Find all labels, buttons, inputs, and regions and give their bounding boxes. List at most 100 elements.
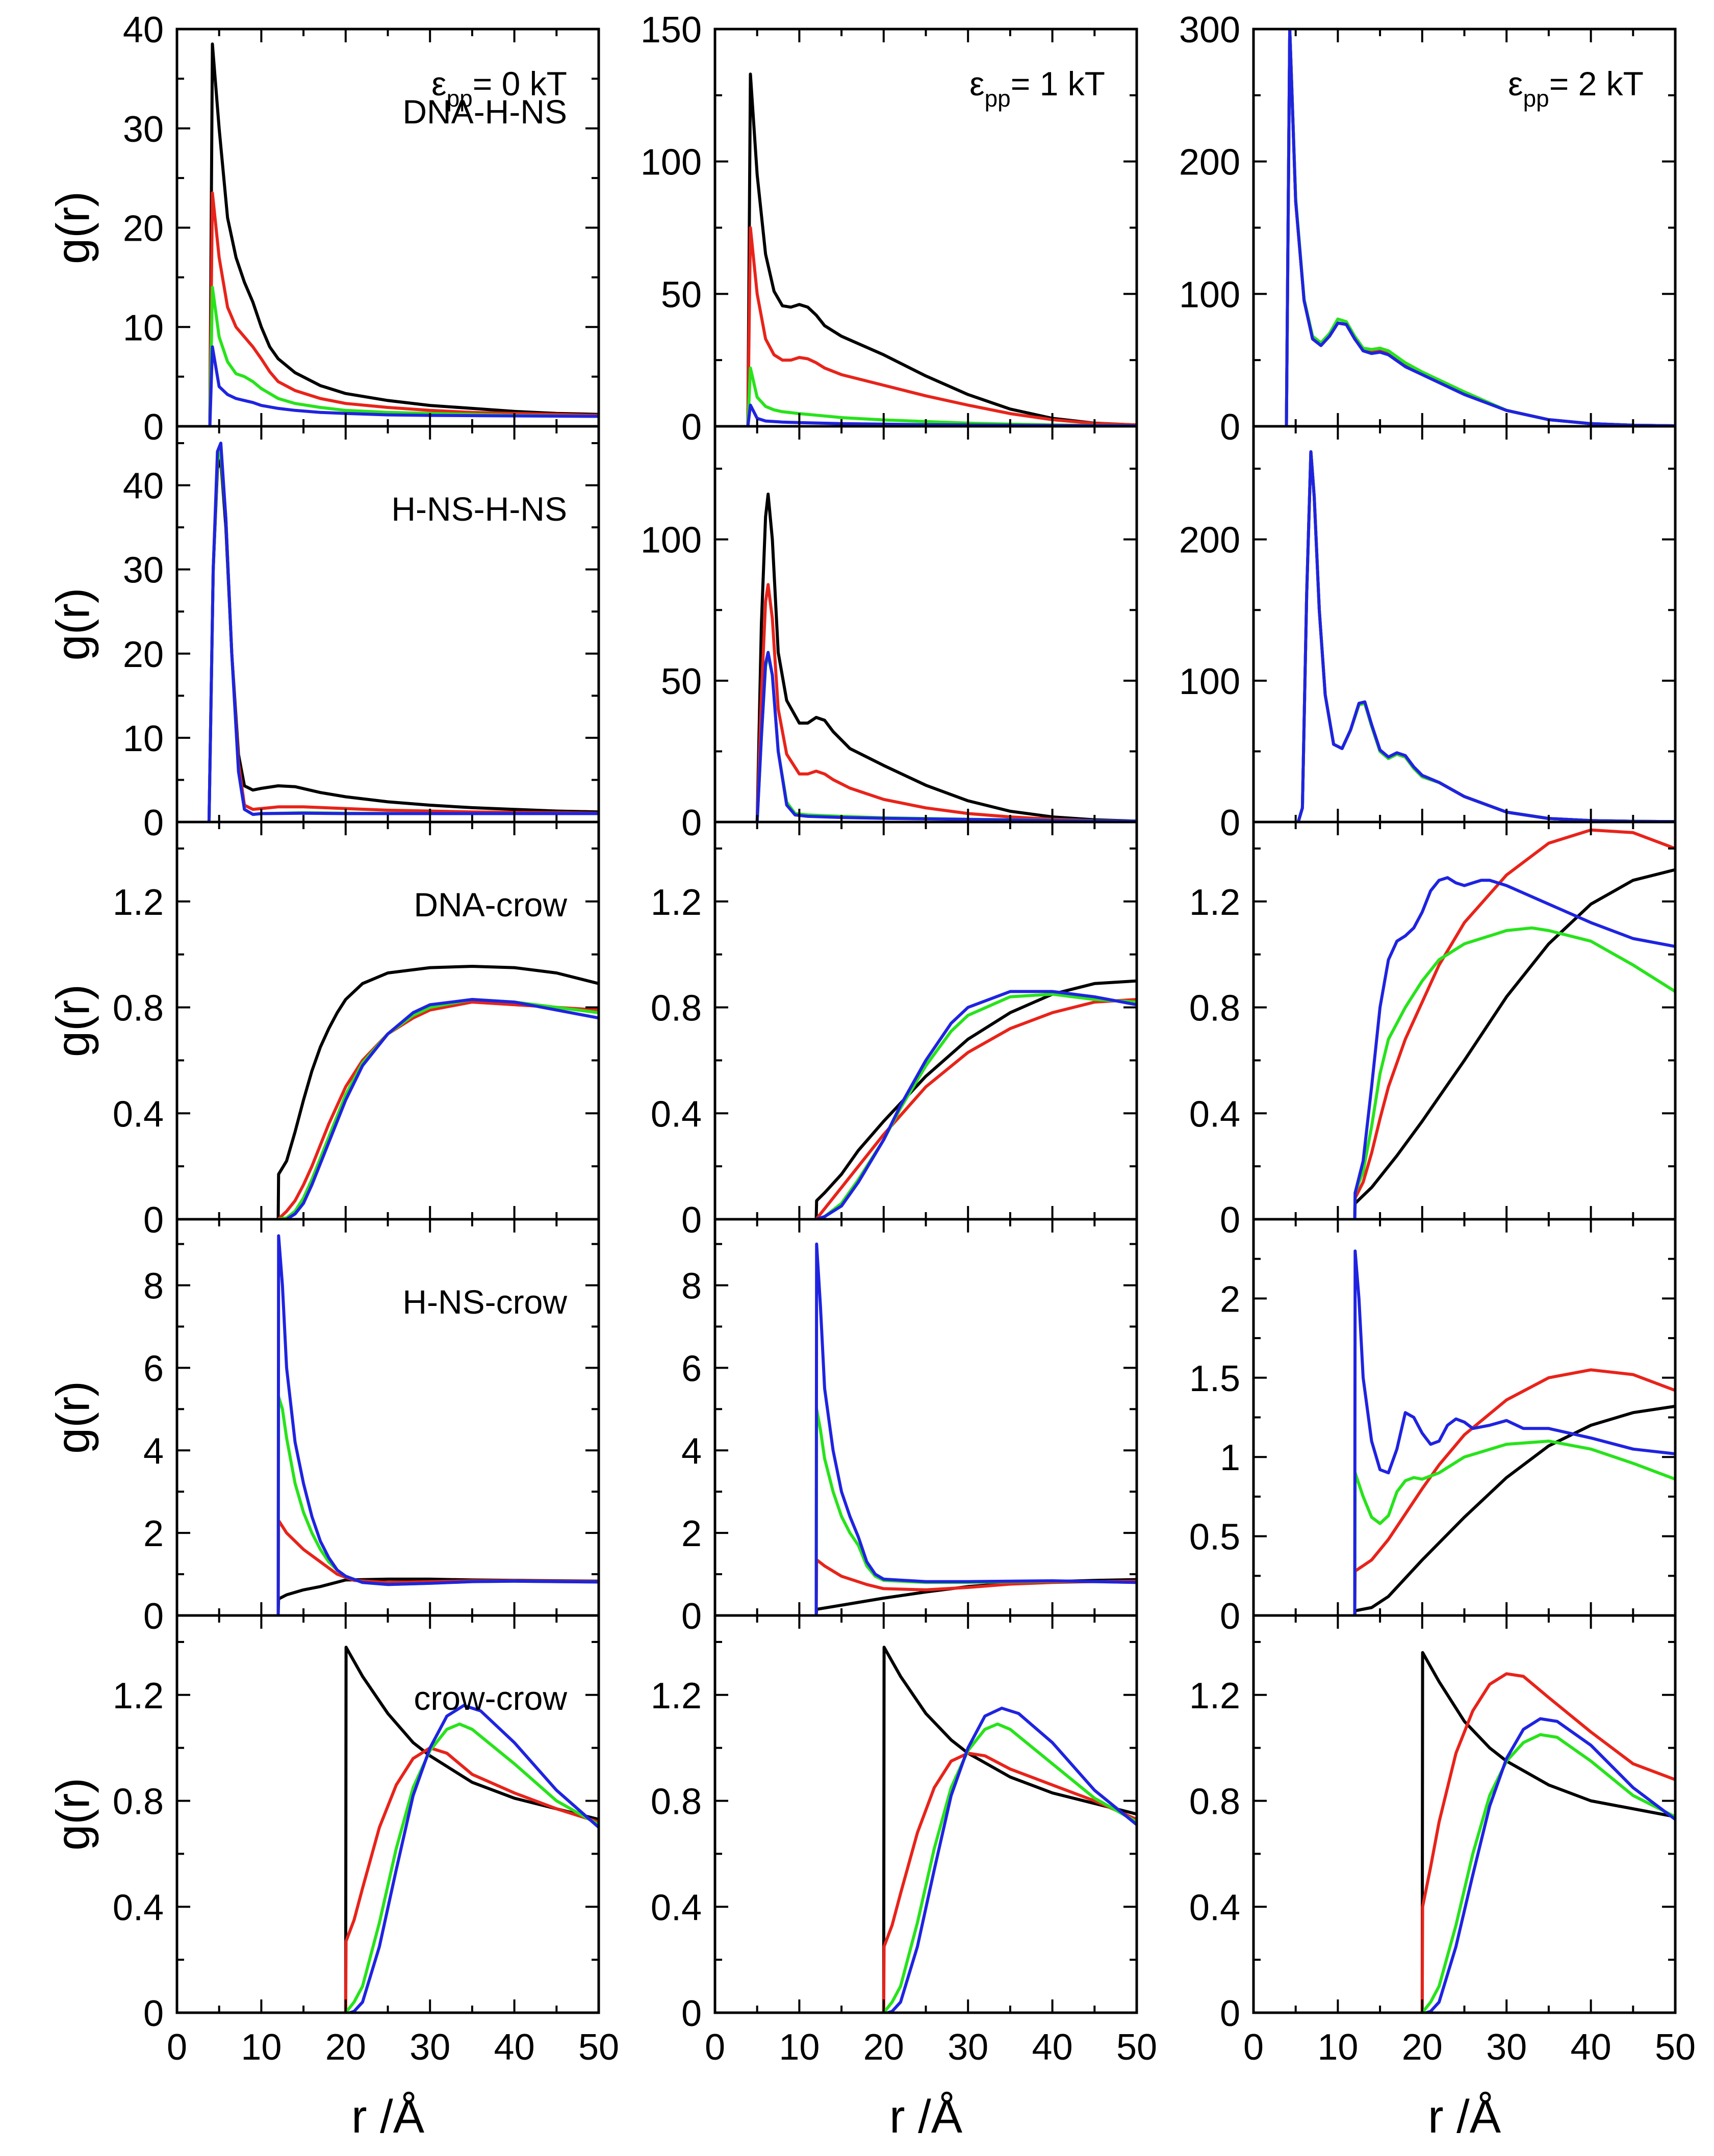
y-axis-label: g(r) bbox=[47, 1778, 99, 1851]
curves bbox=[882, 1646, 1137, 2013]
series-line-2 bbox=[814, 998, 1137, 1219]
curves bbox=[276, 965, 599, 1219]
x-tick-label: 30 bbox=[410, 2027, 450, 2068]
y-tick-label: 0 bbox=[681, 1993, 702, 2034]
series-line-2 bbox=[276, 1519, 599, 1615]
epsilon-subscript: pp bbox=[985, 85, 1011, 112]
series-line-1 bbox=[814, 979, 1137, 1219]
series-line-2 bbox=[1353, 828, 1675, 1219]
y-tick-label: 1.2 bbox=[113, 1676, 164, 1716]
series-line-3 bbox=[344, 1722, 599, 2013]
x-tick-label: 40 bbox=[1571, 2027, 1611, 2068]
series-line-1 bbox=[1420, 1651, 1675, 2013]
panel-r2-c1: 0 10 20 30 40 g(r) H-NS-H-NS bbox=[47, 425, 600, 843]
epsilon-value: = 1 kT bbox=[1011, 65, 1105, 102]
series-line-1 bbox=[208, 42, 599, 426]
y-axis-label: g(r) bbox=[47, 587, 99, 660]
series-line-4 bbox=[285, 998, 599, 1219]
y-tick-label: 30 bbox=[123, 109, 164, 150]
y-tick-label: 8 bbox=[681, 1266, 702, 1307]
series-line-1 bbox=[746, 72, 1137, 426]
series-line-2 bbox=[276, 1000, 599, 1219]
y-tick-label: 0 bbox=[1220, 1200, 1240, 1241]
y-tick-label: 2 bbox=[681, 1513, 702, 1554]
y-tick-label: 0.5 bbox=[1189, 1517, 1240, 1558]
panel-r5-c3: 0 0.4 0.8 1.2 0 10 20 30 40 50 r /Å bbox=[1189, 1614, 1696, 2143]
series-line-4 bbox=[1353, 1249, 1675, 1615]
x-tick-label: 40 bbox=[494, 2027, 535, 2068]
y-tick-label: 0 bbox=[1220, 1993, 1240, 2034]
x-tick-label: 40 bbox=[1032, 2027, 1073, 2068]
y-axis-label: g(r) bbox=[47, 984, 99, 1057]
y-tick-label: 0 bbox=[143, 407, 164, 448]
curves bbox=[207, 442, 599, 822]
y-tick-label: 0 bbox=[143, 1596, 164, 1637]
y-tick-label: 0 bbox=[143, 1200, 164, 1241]
series-line-4 bbox=[886, 1706, 1137, 2013]
epsilon-label: εpp= 0 kT bbox=[431, 65, 567, 112]
plot-frame bbox=[175, 1614, 600, 2014]
series-line-4 bbox=[755, 651, 1137, 822]
series-line-4 bbox=[1425, 1717, 1675, 2013]
curves bbox=[1296, 450, 1675, 822]
y-tick-label: 20 bbox=[123, 634, 164, 675]
x-tick-label: 10 bbox=[241, 2027, 282, 2068]
plot-frame bbox=[1252, 820, 1677, 1221]
epsilon-value: = 2 kT bbox=[1549, 65, 1644, 102]
y-tick-label: 1.5 bbox=[1189, 1358, 1240, 1399]
epsilon-label: εpp= 1 kT bbox=[969, 65, 1105, 112]
series-line-4 bbox=[208, 345, 599, 426]
epsilon-symbol: ε bbox=[431, 65, 446, 102]
series-line-4 bbox=[276, 1234, 599, 1615]
x-tick-label: 20 bbox=[1402, 2027, 1443, 2068]
pair-label: DNA-H-NS bbox=[402, 93, 567, 131]
epsilon-symbol: ε bbox=[969, 65, 984, 102]
curves bbox=[344, 1646, 599, 2013]
series-line-4 bbox=[1285, 29, 1675, 426]
y-tick-label: 200 bbox=[1179, 142, 1240, 183]
series-line-3 bbox=[1353, 926, 1675, 1219]
y-tick-label: 6 bbox=[681, 1348, 702, 1389]
panel-r3-c3: 0 0.4 0.8 1.2 bbox=[1189, 820, 1677, 1241]
y-tick-label: 0.8 bbox=[1189, 988, 1240, 1029]
series-line-3 bbox=[1296, 450, 1675, 822]
x-axis-label: r /Å bbox=[1428, 2091, 1501, 2143]
x-tick-label: 20 bbox=[325, 2027, 366, 2068]
y-axis-label: g(r) bbox=[47, 191, 99, 264]
y-tick-label: 1.2 bbox=[651, 1676, 702, 1716]
plot-frame bbox=[713, 1218, 1138, 1617]
series-line-4 bbox=[348, 1704, 599, 2013]
y-tick-label: 40 bbox=[123, 466, 164, 507]
plot-frame bbox=[1252, 425, 1677, 824]
curves bbox=[1353, 828, 1675, 1219]
x-axis-label: r /Å bbox=[889, 2091, 963, 2143]
panel-r2-c2: 0 50 100 bbox=[641, 425, 1138, 843]
y-tick-label: 0 bbox=[681, 1596, 702, 1637]
y-tick-label: 4 bbox=[143, 1431, 164, 1472]
y-tick-label: 10 bbox=[123, 307, 164, 348]
y-tick-label: 2 bbox=[1220, 1279, 1240, 1320]
x-tick-label: 30 bbox=[948, 2027, 988, 2068]
y-tick-label: 8 bbox=[143, 1266, 164, 1307]
y-tick-label: 0.8 bbox=[651, 1782, 702, 1823]
series-line-2 bbox=[755, 583, 1137, 822]
plot-frame bbox=[175, 1218, 600, 1617]
series-line-2 bbox=[1353, 1368, 1675, 1615]
panel-r4-c3: 0 0.5 1 1.5 2 bbox=[1189, 1218, 1677, 1637]
series-line-3 bbox=[746, 366, 1137, 426]
x-tick-label: 0 bbox=[1243, 2027, 1264, 2068]
x-tick-label: 50 bbox=[1116, 2027, 1157, 2068]
series-line-2 bbox=[1420, 1672, 1675, 2013]
plot-frame bbox=[1252, 1614, 1677, 2014]
y-tick-label: 50 bbox=[661, 274, 702, 315]
epsilon-value: = 0 kT bbox=[473, 65, 567, 102]
panel-r2-c3: 0 100 200 bbox=[1179, 425, 1677, 843]
pair-label: DNA-crow bbox=[414, 886, 567, 923]
epsilon-subscript: pp bbox=[1523, 85, 1549, 112]
series-line-1 bbox=[276, 1577, 599, 1615]
pair-label: crow-crow bbox=[414, 1679, 567, 1717]
series-line-4 bbox=[814, 1242, 1137, 1615]
series-line-1 bbox=[276, 965, 599, 1219]
series-line-2 bbox=[746, 226, 1137, 426]
